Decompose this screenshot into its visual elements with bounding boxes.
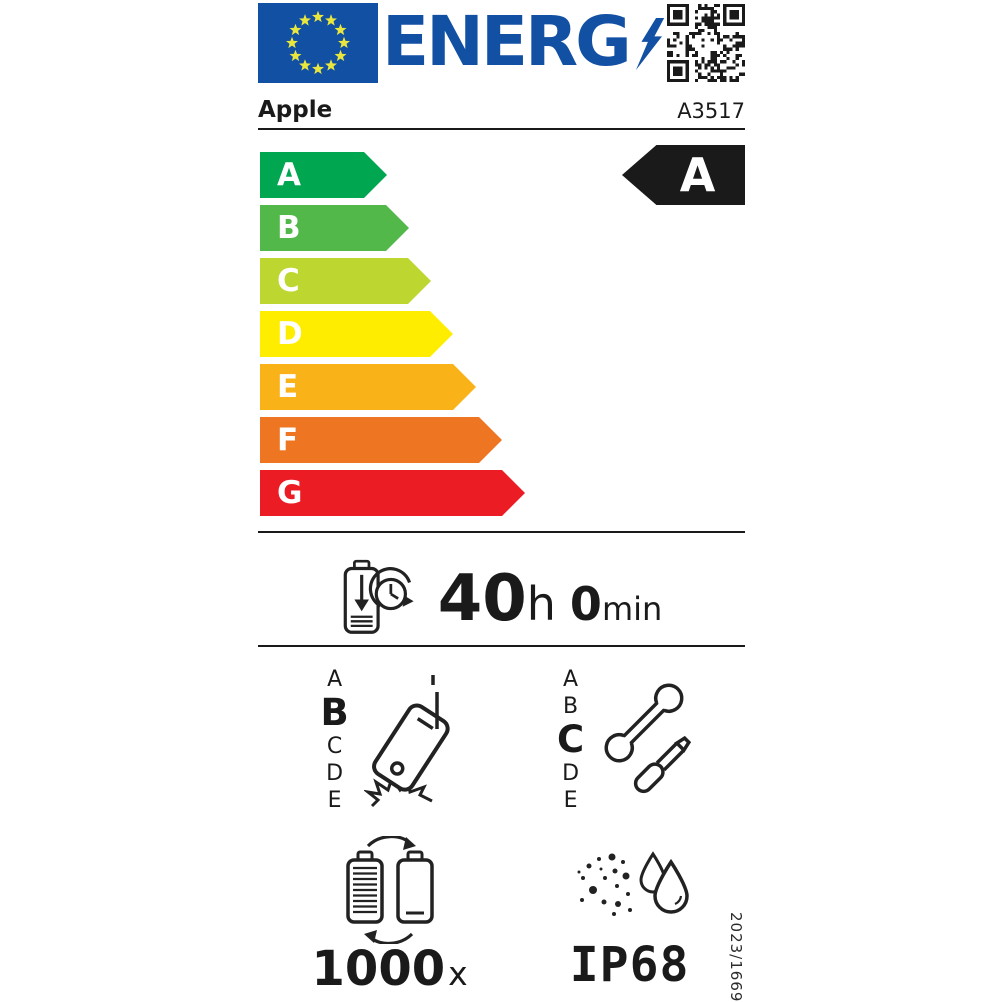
battery-cycles-icon xyxy=(345,836,434,944)
energy-label: ENERG Apple A3517 A B C D E F G A xyxy=(250,0,750,1002)
repair-tools-icon xyxy=(604,683,691,794)
efficiency-scale: A B C D E F G xyxy=(260,152,525,523)
pictogram-grid: A B C D E A B C D xyxy=(260,666,740,997)
endurance-hours: 40 xyxy=(437,562,527,636)
scale-letter: D xyxy=(277,316,303,352)
repairability-scale: A B C D E xyxy=(552,666,590,814)
repairability-class: C xyxy=(557,718,585,761)
energy-wordmark-text: ENERG xyxy=(382,2,632,82)
eu-flag-icon xyxy=(258,3,378,83)
scale-arrow-g: G xyxy=(260,470,525,516)
energy-wordmark: ENERG xyxy=(382,2,665,82)
scale-letter: B xyxy=(277,210,301,246)
regulation-number: 2023/1669 xyxy=(727,912,745,1002)
label-header: ENERG xyxy=(258,0,745,88)
scale-letter: D xyxy=(562,761,580,786)
phone-drop-icon xyxy=(363,675,450,808)
battery-cycles-unit: x xyxy=(448,954,468,993)
scale-letter: C xyxy=(326,734,343,759)
supplier-row: Apple A3517 xyxy=(258,96,745,130)
repairability-cell: A B C D E xyxy=(552,666,708,814)
ingress-protection-label: IP68 xyxy=(569,937,690,993)
scale-arrow-c: C xyxy=(260,258,431,304)
scale-letter: C xyxy=(277,263,300,299)
scale-letter: A xyxy=(327,667,343,692)
battery-cycles-value: 1000 xyxy=(311,941,446,997)
scale-arrow-a: A xyxy=(260,152,387,198)
supplier-name: Apple xyxy=(258,97,333,123)
scale-arrow-e: E xyxy=(260,364,476,410)
battery-endurance-value: 40h 0min xyxy=(438,562,663,636)
drop-reliability-class: B xyxy=(320,691,349,734)
dust-water-icon xyxy=(577,851,689,916)
ingress-protection-cell: IP68 xyxy=(570,836,690,997)
scale-letter: A xyxy=(277,157,301,193)
divider xyxy=(258,645,745,647)
qr-code xyxy=(667,4,745,82)
rated-class-letter: A xyxy=(679,148,716,202)
endurance-hours-unit: h xyxy=(526,577,556,631)
divider xyxy=(258,531,745,533)
model-identifier: A3517 xyxy=(677,99,745,123)
battery-cycles-label: 1000x xyxy=(312,945,468,997)
battery-cycles-cell: 1000x xyxy=(312,836,468,997)
scale-letter: E xyxy=(277,369,299,405)
battery-endurance-icon xyxy=(343,559,414,634)
scale-letter: G xyxy=(277,475,303,511)
endurance-minutes: 0 xyxy=(569,577,602,631)
scale-letter: E xyxy=(327,788,342,813)
scale-arrow-b: B xyxy=(260,205,409,251)
scale-letter: E xyxy=(563,788,578,813)
scale-letter: D xyxy=(326,761,344,786)
rated-class-arrow: A xyxy=(622,145,745,205)
scale-letter: B xyxy=(563,694,579,719)
endurance-minutes-unit: min xyxy=(601,590,663,628)
drop-reliability-scale: A B C D E xyxy=(316,666,354,814)
scale-arrow-f: F xyxy=(260,417,502,463)
scale-letter: A xyxy=(563,667,579,692)
drop-reliability-cell: A B C D E xyxy=(316,666,464,814)
battery-endurance-row: 40h 0min xyxy=(250,553,750,645)
scale-letter: F xyxy=(277,422,299,458)
lightning-bolt-icon xyxy=(635,18,664,70)
scale-arrow-d: D xyxy=(260,311,453,357)
